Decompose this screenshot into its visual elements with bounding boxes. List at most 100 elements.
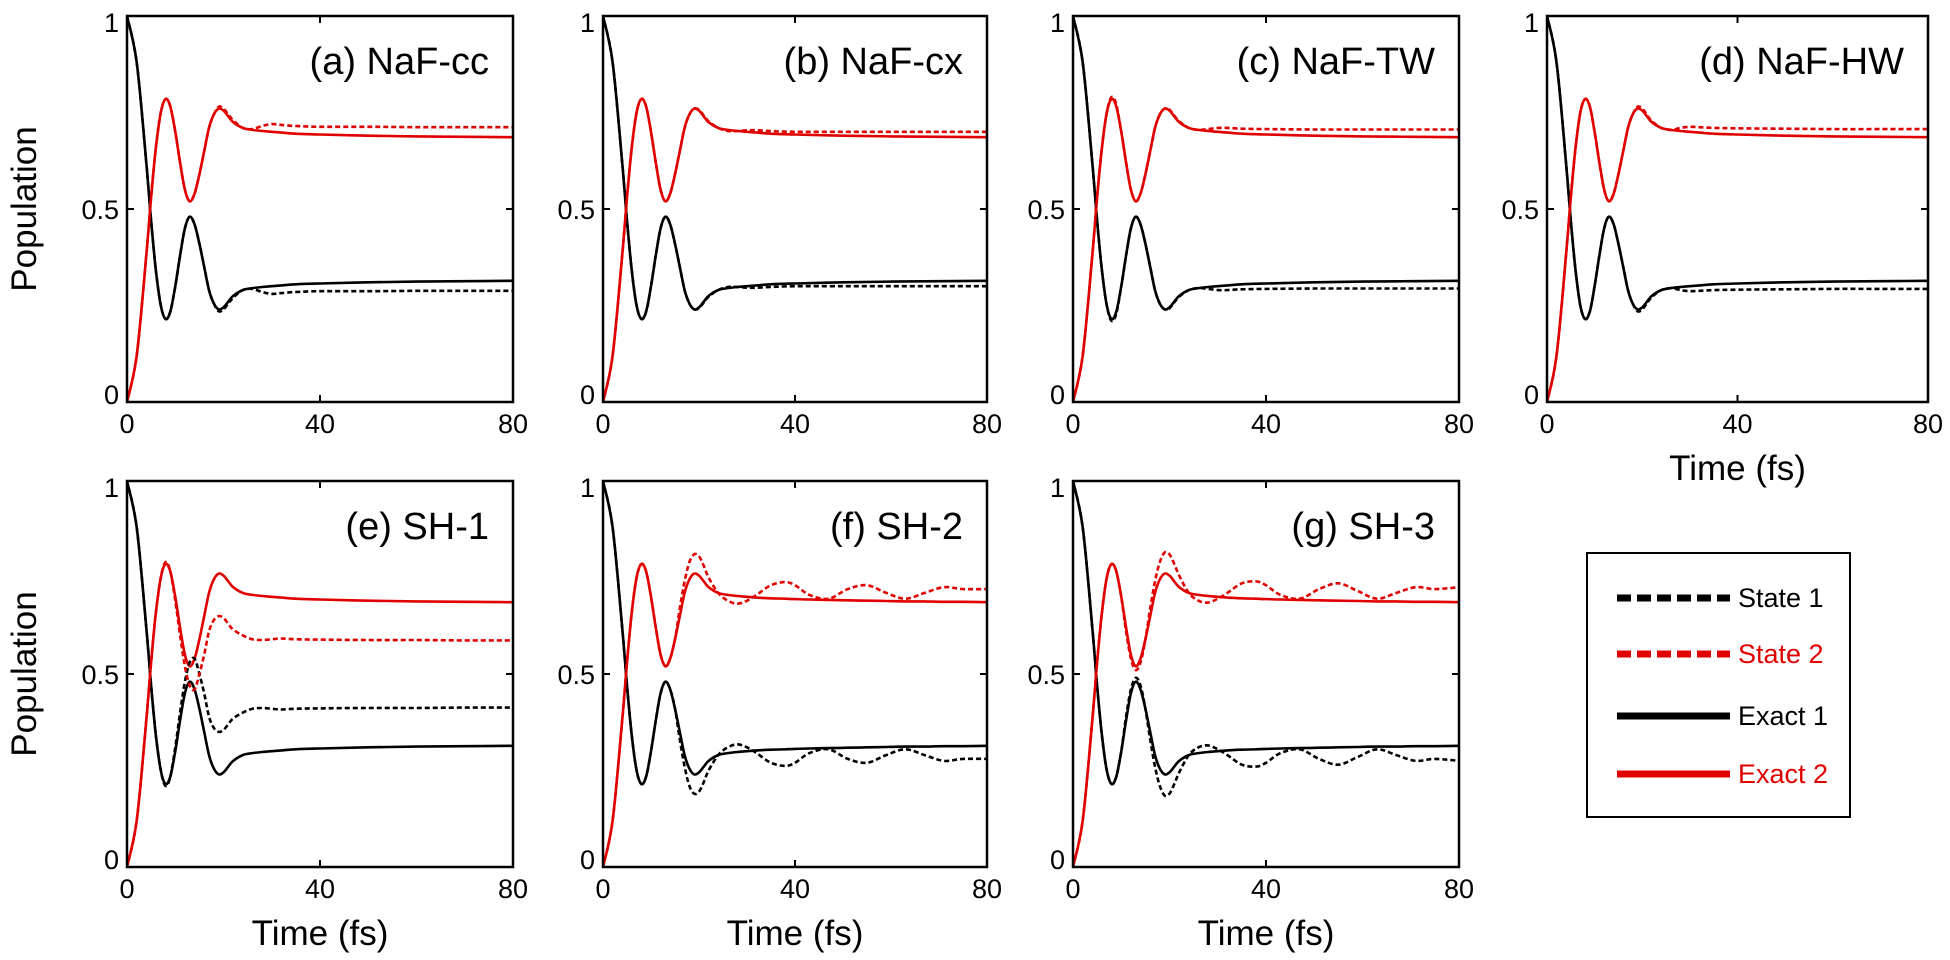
x-axis-title: Time (fs) bbox=[252, 914, 389, 953]
series-state-2 bbox=[603, 552, 987, 868]
x-tick-label: 40 bbox=[1722, 409, 1752, 439]
x-tick-label: 80 bbox=[972, 874, 1002, 904]
panel-title: (f) SH-2 bbox=[830, 506, 963, 548]
x-tick-label: 0 bbox=[1539, 409, 1554, 439]
panel-title: (g) SH-3 bbox=[1291, 506, 1435, 548]
panel-d: 0 40 80 0 0.5 1 (d) NaF-HW Time (fs) bbox=[1501, 8, 1943, 488]
panel-e: 0 40 80 0 0.5 1 (e) SH-1 Time (fs) Population bbox=[5, 473, 528, 953]
x-tick-label: 0 bbox=[1065, 409, 1080, 439]
legend-entry-state-1: State 1 bbox=[1617, 583, 1824, 613]
x-tick-label: 40 bbox=[305, 409, 335, 439]
x-tick-label: 0 bbox=[119, 874, 134, 904]
x-tick-label: 40 bbox=[1251, 409, 1281, 439]
series-exact-2 bbox=[603, 562, 987, 868]
series-state-1 bbox=[1547, 15, 1928, 321]
series-group bbox=[1547, 15, 1928, 403]
x-axis-title: Time (fs) bbox=[1198, 914, 1335, 953]
x-tick-label: 40 bbox=[305, 874, 335, 904]
y-tick-label: 0.5 bbox=[81, 195, 119, 225]
legend-label: State 2 bbox=[1738, 639, 1824, 669]
y-tick-label: 0 bbox=[580, 845, 595, 875]
legend-entry-exact-1: Exact 1 bbox=[1617, 701, 1828, 731]
legend: State 1 State 2 Exact 1 Exact 2 bbox=[1586, 552, 1851, 818]
y-tick-label: 0.5 bbox=[557, 660, 595, 690]
x-tick-label: 40 bbox=[780, 409, 810, 439]
series-group bbox=[127, 480, 513, 868]
y-tick-label: 0.5 bbox=[1501, 195, 1539, 225]
y-tick-label: 1 bbox=[104, 8, 119, 38]
y-tick-label: 0.5 bbox=[81, 660, 119, 690]
y-axis-title: Population bbox=[5, 126, 44, 291]
y-axis-title: Population bbox=[5, 591, 44, 756]
series-state-2 bbox=[1073, 550, 1459, 868]
series-group bbox=[127, 15, 513, 403]
series-state-2 bbox=[127, 97, 513, 403]
legend-entry-state-2: State 2 bbox=[1617, 639, 1824, 669]
panel-title: (b) NaF-cx bbox=[784, 41, 963, 83]
y-tick-label: 0 bbox=[104, 380, 119, 410]
y-tick-label: 1 bbox=[580, 8, 595, 38]
y-tick-label: 0 bbox=[1050, 380, 1065, 410]
x-tick-label: 0 bbox=[595, 409, 610, 439]
x-tick-label: 40 bbox=[1251, 874, 1281, 904]
panel-f: 0 40 80 0 0.5 1 (f) SH-2 Time (fs) bbox=[557, 473, 1002, 953]
x-tick-label: 80 bbox=[498, 409, 528, 439]
series-state-2 bbox=[1073, 95, 1459, 403]
x-tick-label: 80 bbox=[1444, 409, 1474, 439]
series-group bbox=[603, 480, 987, 868]
series-state-1 bbox=[1073, 15, 1459, 323]
panel-a: 0 40 80 0 0.5 1 (a) NaF-cc Population bbox=[5, 8, 528, 439]
series-exact-2 bbox=[1547, 97, 1928, 403]
series-state-2 bbox=[127, 560, 513, 868]
y-tick-label: 0 bbox=[1050, 845, 1065, 875]
panel-title: (d) NaF-HW bbox=[1699, 41, 1904, 83]
y-tick-label: 0 bbox=[1524, 380, 1539, 410]
y-tick-label: 1 bbox=[1050, 473, 1065, 503]
x-axis-title: Time (fs) bbox=[1669, 449, 1806, 488]
y-tick-label: 1 bbox=[104, 473, 119, 503]
legend-entry-exact-2: Exact 2 bbox=[1617, 759, 1828, 789]
series-state-1 bbox=[603, 15, 987, 321]
series-exact-2 bbox=[127, 97, 513, 403]
legend-label: State 1 bbox=[1738, 583, 1824, 613]
panel-title: (c) NaF-TW bbox=[1237, 41, 1436, 83]
x-tick-label: 40 bbox=[780, 874, 810, 904]
legend-label: Exact 1 bbox=[1738, 701, 1828, 731]
y-tick-label: 1 bbox=[580, 473, 595, 503]
x-tick-label: 0 bbox=[595, 874, 610, 904]
x-tick-label: 80 bbox=[1913, 409, 1943, 439]
series-state-1 bbox=[1073, 480, 1459, 798]
panel-title: (e) SH-1 bbox=[345, 506, 489, 548]
x-axis-title: Time (fs) bbox=[727, 914, 864, 953]
y-tick-label: 0 bbox=[104, 845, 119, 875]
x-tick-label: 80 bbox=[972, 409, 1002, 439]
y-tick-label: 0.5 bbox=[1027, 195, 1065, 225]
panel-c: 0 40 80 0 0.5 1 (c) NaF-TW bbox=[1027, 8, 1474, 439]
x-tick-label: 80 bbox=[1444, 874, 1474, 904]
series-exact-2 bbox=[603, 97, 987, 403]
series-state-1 bbox=[603, 480, 987, 796]
series-exact-2 bbox=[127, 562, 513, 868]
series-group bbox=[1073, 15, 1459, 403]
series-exact-2 bbox=[1073, 562, 1459, 868]
x-tick-label: 0 bbox=[119, 409, 134, 439]
panel-b: 0 40 80 0 0.5 1 (b) NaF-cx bbox=[557, 8, 1002, 439]
series-group bbox=[1073, 480, 1459, 868]
x-tick-label: 0 bbox=[1065, 874, 1080, 904]
y-tick-label: 0.5 bbox=[557, 195, 595, 225]
series-exact-2 bbox=[1073, 97, 1459, 403]
series-state-1 bbox=[127, 15, 513, 321]
series-state-2 bbox=[1547, 97, 1928, 403]
series-group bbox=[603, 15, 987, 403]
y-tick-label: 0 bbox=[580, 380, 595, 410]
x-tick-label: 80 bbox=[498, 874, 528, 904]
series-state-2 bbox=[603, 97, 987, 403]
panel-g: 0 40 80 0 0.5 1 (g) SH-3 Time (fs) bbox=[1027, 473, 1474, 953]
series-state-1 bbox=[127, 480, 513, 788]
y-tick-label: 1 bbox=[1524, 8, 1539, 38]
y-tick-label: 0.5 bbox=[1027, 660, 1065, 690]
legend-label: Exact 2 bbox=[1738, 759, 1828, 789]
panel-title: (a) NaF-cc bbox=[310, 41, 489, 83]
y-tick-label: 1 bbox=[1050, 8, 1065, 38]
